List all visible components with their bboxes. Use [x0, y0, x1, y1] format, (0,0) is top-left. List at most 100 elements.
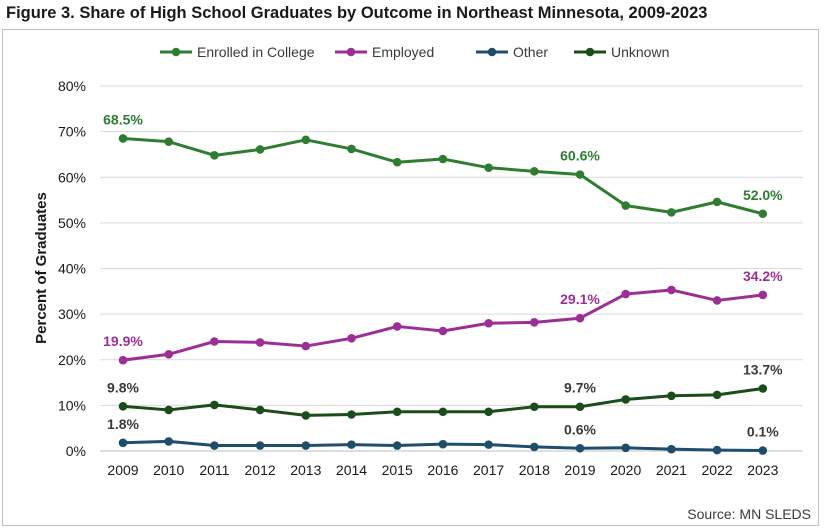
- data-point: [164, 405, 173, 415]
- data-label: 29.1%: [560, 291, 600, 307]
- data-point: [530, 402, 539, 412]
- data-point: [438, 439, 448, 449]
- y-tick-label: 30%: [58, 306, 86, 322]
- data-point: [621, 201, 630, 210]
- data-point: [255, 145, 265, 154]
- series-lines: [118, 134, 768, 455]
- data-point: [118, 401, 128, 411]
- x-tick-label: 2013: [290, 462, 321, 478]
- data-label: 19.9%: [103, 333, 143, 349]
- data-point: [210, 151, 219, 160]
- y-tick-label: 40%: [58, 261, 86, 277]
- data-point: [438, 407, 448, 417]
- y-tick-label: 0%: [66, 443, 86, 459]
- x-tick-label: 2023: [747, 462, 778, 478]
- data-point: [621, 443, 630, 453]
- data-point: [438, 154, 448, 164]
- data-point: [118, 438, 128, 448]
- x-tick-label: 2012: [245, 462, 276, 478]
- data-label: 13.7%: [743, 361, 783, 377]
- data-point: [758, 384, 768, 393]
- data-point: [118, 355, 128, 365]
- data-point: [484, 318, 493, 328]
- data-point: [392, 322, 402, 331]
- y-tick-label: 20%: [58, 352, 86, 368]
- data-point: [164, 137, 173, 146]
- legend-swatch-marker: [487, 47, 497, 57]
- y-tick-label: 70%: [58, 124, 86, 140]
- data-point: [667, 208, 676, 217]
- data-label: 1.8%: [107, 416, 139, 432]
- data-point: [530, 167, 539, 176]
- data-point: [712, 445, 722, 455]
- data-point: [712, 390, 722, 400]
- data-point: [484, 407, 493, 417]
- data-point: [301, 411, 311, 420]
- data-label: 68.5%: [103, 111, 143, 127]
- data-point: [392, 157, 402, 167]
- axes: 0% 10% 20% 30% 40% 50% 60% 70% 80% 2009 2010 2011 20…: [58, 78, 779, 478]
- chart-title: Figure 3. Share of High School Graduates…: [6, 4, 708, 22]
- data-label: 0.1%: [747, 424, 779, 440]
- data-point: [484, 440, 493, 449]
- data-point: [575, 313, 585, 323]
- data-point: [392, 407, 402, 417]
- series-line-employed: [122, 288, 763, 362]
- data-label: 9.8%: [107, 379, 139, 395]
- data-point: [301, 441, 311, 450]
- data-point: [164, 437, 173, 446]
- data-point: [438, 326, 448, 336]
- y-tick-label: 60%: [58, 169, 86, 185]
- legend-entry: Employed: [372, 44, 434, 60]
- y-tick-label: 10%: [58, 397, 86, 413]
- legend-swatch-marker: [346, 47, 356, 57]
- data-point: [118, 134, 128, 143]
- legend-entry: Other: [513, 44, 548, 60]
- x-tick-label: 2011: [199, 462, 229, 478]
- data-label: 52.0%: [743, 187, 783, 203]
- data-point: [392, 441, 402, 450]
- data-labels: 68.5% 60.6% 52.0% 19.9% 29.1% 34.2% 1.8% 0.6% 0.…: [103, 111, 783, 439]
- data-point: [301, 341, 311, 351]
- data-label: 9.7%: [564, 380, 596, 396]
- legend-swatch-marker: [171, 47, 181, 57]
- data-point: [667, 285, 676, 295]
- legend-swatch-marker: [585, 47, 595, 57]
- data-point: [712, 197, 722, 207]
- data-point: [210, 441, 219, 450]
- series-line-enrolled-in-college: [122, 136, 764, 216]
- x-tick-label: 2010: [153, 462, 184, 478]
- data-point: [255, 441, 265, 450]
- x-tick-label: 2020: [610, 462, 641, 478]
- source-note: Source: MN SLEDS: [687, 506, 811, 522]
- data-point: [210, 400, 219, 410]
- x-tick-label: 2018: [519, 462, 550, 478]
- y-tick-label: 50%: [58, 215, 86, 231]
- data-point: [667, 444, 676, 454]
- data-point: [621, 395, 630, 404]
- y-axis-title: Percent of Graduates: [33, 192, 50, 344]
- data-label: 34.2%: [743, 268, 783, 284]
- x-tick-label: 2015: [382, 462, 413, 478]
- data-point: [255, 405, 265, 415]
- data-point: [484, 163, 493, 172]
- data-point: [758, 446, 768, 455]
- data-point: [530, 442, 539, 452]
- legend: Enrolled in College Employed Other Unknown: [160, 44, 669, 60]
- x-tick-label: 2019: [564, 462, 595, 478]
- data-point: [575, 170, 585, 179]
- x-tick-label: 2009: [107, 462, 138, 478]
- data-point: [347, 440, 356, 449]
- data-point: [210, 337, 219, 346]
- x-tick-label: 2021: [656, 462, 687, 478]
- data-point: [712, 296, 722, 305]
- data-point: [667, 391, 676, 401]
- legend-entry: Unknown: [611, 44, 669, 60]
- data-label: 0.6%: [564, 421, 596, 437]
- data-label: 60.6%: [560, 148, 600, 164]
- data-point: [758, 209, 768, 219]
- chart-frame: [2, 29, 819, 526]
- data-point: [347, 410, 356, 419]
- legend-entry: Enrolled in College: [197, 44, 315, 60]
